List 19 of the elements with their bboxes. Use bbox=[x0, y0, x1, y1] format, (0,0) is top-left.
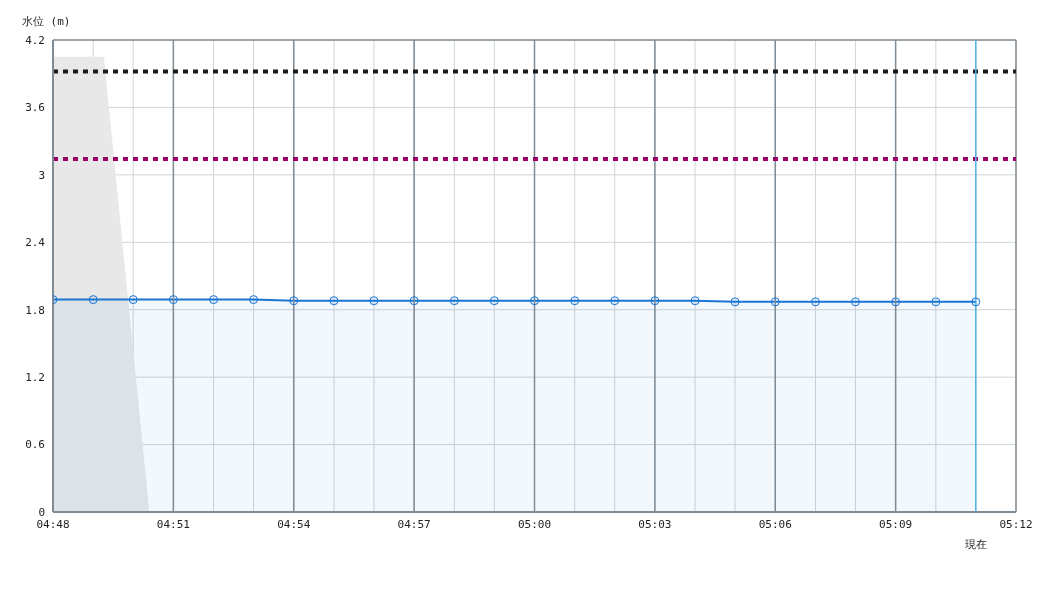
y-tick-label: 1.2 bbox=[25, 371, 45, 385]
x-tick-label: 05:09 bbox=[879, 517, 913, 531]
ref-line-label: 現在 bbox=[964, 538, 987, 551]
x-tick-label: 04:48 bbox=[36, 517, 70, 531]
y-tick-label: 4.2 bbox=[25, 33, 45, 47]
y-tick-label: 1.8 bbox=[25, 303, 45, 317]
x-tick-label: 04:54 bbox=[277, 517, 311, 531]
x-tick-label: 05:06 bbox=[758, 517, 792, 531]
y-tick-label: 0 bbox=[38, 505, 45, 519]
x-tick-label: 05:03 bbox=[638, 517, 672, 531]
x-tick-label: 04:57 bbox=[397, 517, 431, 531]
x-tick-label: 05:00 bbox=[517, 517, 552, 531]
x-tick-label: 04:51 bbox=[156, 517, 190, 531]
x-tick-label: 05:12 bbox=[999, 517, 1033, 531]
y-tick-label: 3 bbox=[38, 168, 45, 182]
y-tick-label: 2.4 bbox=[25, 236, 46, 250]
y-axis-title: 水位 (m) bbox=[22, 14, 71, 29]
y-tick-label: 3.6 bbox=[25, 101, 45, 115]
y-tick-label: 0.6 bbox=[25, 438, 45, 452]
